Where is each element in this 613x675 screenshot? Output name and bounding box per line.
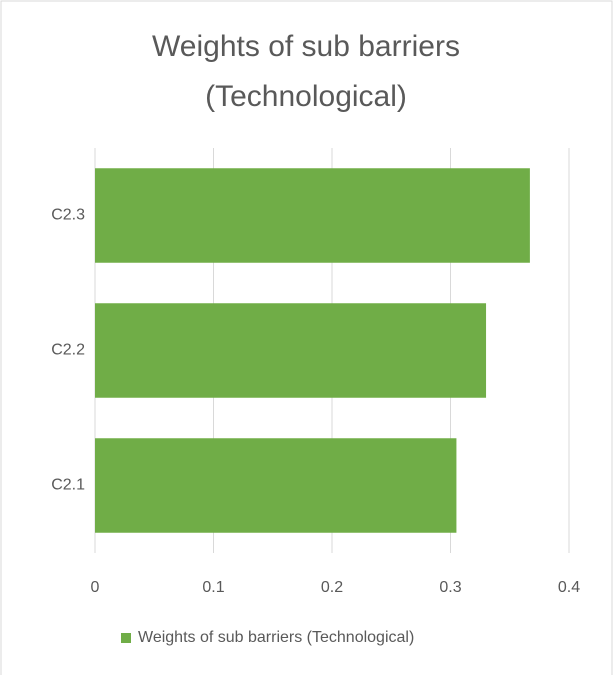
- x-tick-label: 0.4: [558, 579, 580, 596]
- legend-label: Weights of sub barriers (Technological): [138, 629, 414, 646]
- x-tick-label: 0.1: [202, 579, 224, 596]
- bar: [95, 168, 530, 263]
- x-tick-label: 0.2: [321, 579, 343, 596]
- x-tick-label: 0: [91, 579, 100, 596]
- x-tick-label: 0.3: [439, 579, 461, 596]
- bar: [95, 303, 487, 398]
- bar: [95, 438, 457, 533]
- legend-swatch: [121, 633, 131, 643]
- y-tick-label: C2.1: [51, 477, 85, 494]
- chart-title: Weights of sub barriers (Technological): [152, 30, 460, 113]
- y-tick-label: C2.2: [51, 342, 85, 359]
- y-tick-label: C2.3: [51, 207, 85, 224]
